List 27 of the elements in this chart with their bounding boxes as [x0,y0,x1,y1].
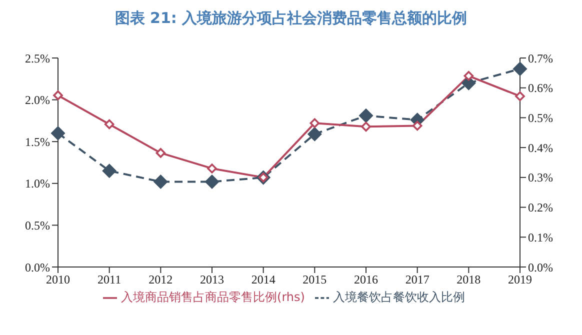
y-tick-label: 0.5% [25,218,50,232]
y2-tick-label: 0.3% [528,170,553,185]
legend-label: 入境餐饮占餐饮收入比例 [332,290,465,304]
y-tick-label: 2.0% [25,93,50,108]
y-tick-label: 1.0% [25,176,50,191]
y2-tick-label: 0.4% [528,140,553,155]
y-tick-label: 0.0% [25,260,50,274]
y2-tick-label: 0.1% [528,230,553,244]
x-tick-label: 2010 [46,272,70,287]
x-tick-label: 2016 [354,272,378,287]
y-tick-label: 1.5% [25,134,50,149]
x-tick-label: 2017 [405,272,430,287]
x-tick-label: 2011 [98,272,122,287]
y-tick-label: 2.5% [25,51,50,66]
legend-label: 入境商品销售占商品零售比例(rhs) [121,290,305,304]
y2-tick-label: 0.5% [528,110,553,125]
x-tick-label: 2012 [148,272,173,287]
y2-tick-label: 0.2% [528,200,553,215]
x-tick-label: 2018 [456,272,481,287]
y2-tick-label: 0.6% [528,81,553,96]
x-tick-label: 2013 [200,272,224,287]
y2-tick-label: 0.7% [528,51,553,66]
chart-title: 图表 21: 入境旅游分项占社会消费品零售总额的比例 [114,8,468,29]
y2-tick-label: 0.0% [528,260,553,274]
x-tick-label: 2019 [508,272,532,287]
x-tick-label: 2015 [302,272,327,287]
x-tick-label: 2014 [251,272,276,287]
